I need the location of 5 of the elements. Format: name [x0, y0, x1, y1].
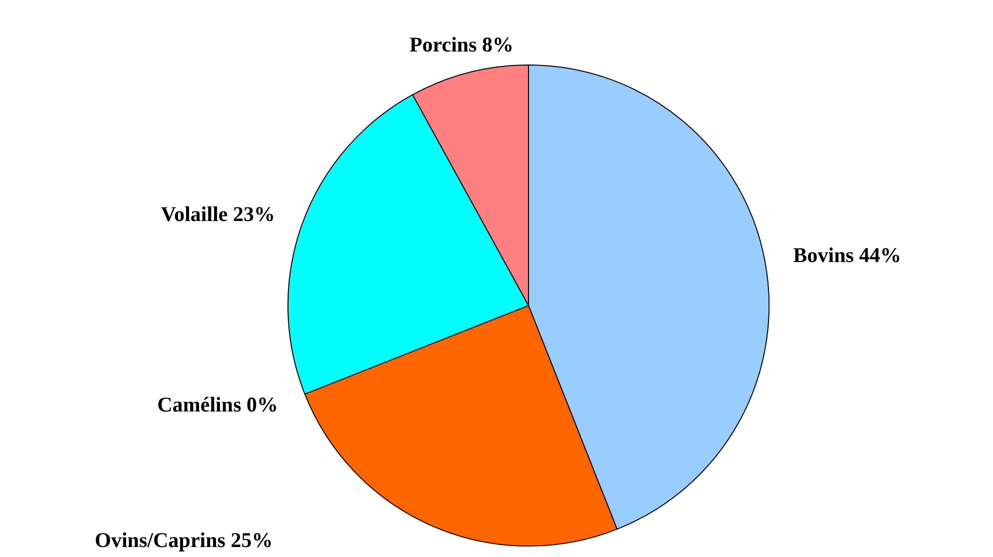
slice-label: Volaille 23%	[160, 202, 276, 226]
slice-label: Bovins 44%	[793, 243, 902, 268]
slice-label: Porcins 8%	[409, 32, 514, 57]
slice-label: Ovins/Caprins 25%	[94, 528, 273, 552]
category-label: Camélins 0%	[157, 392, 278, 417]
